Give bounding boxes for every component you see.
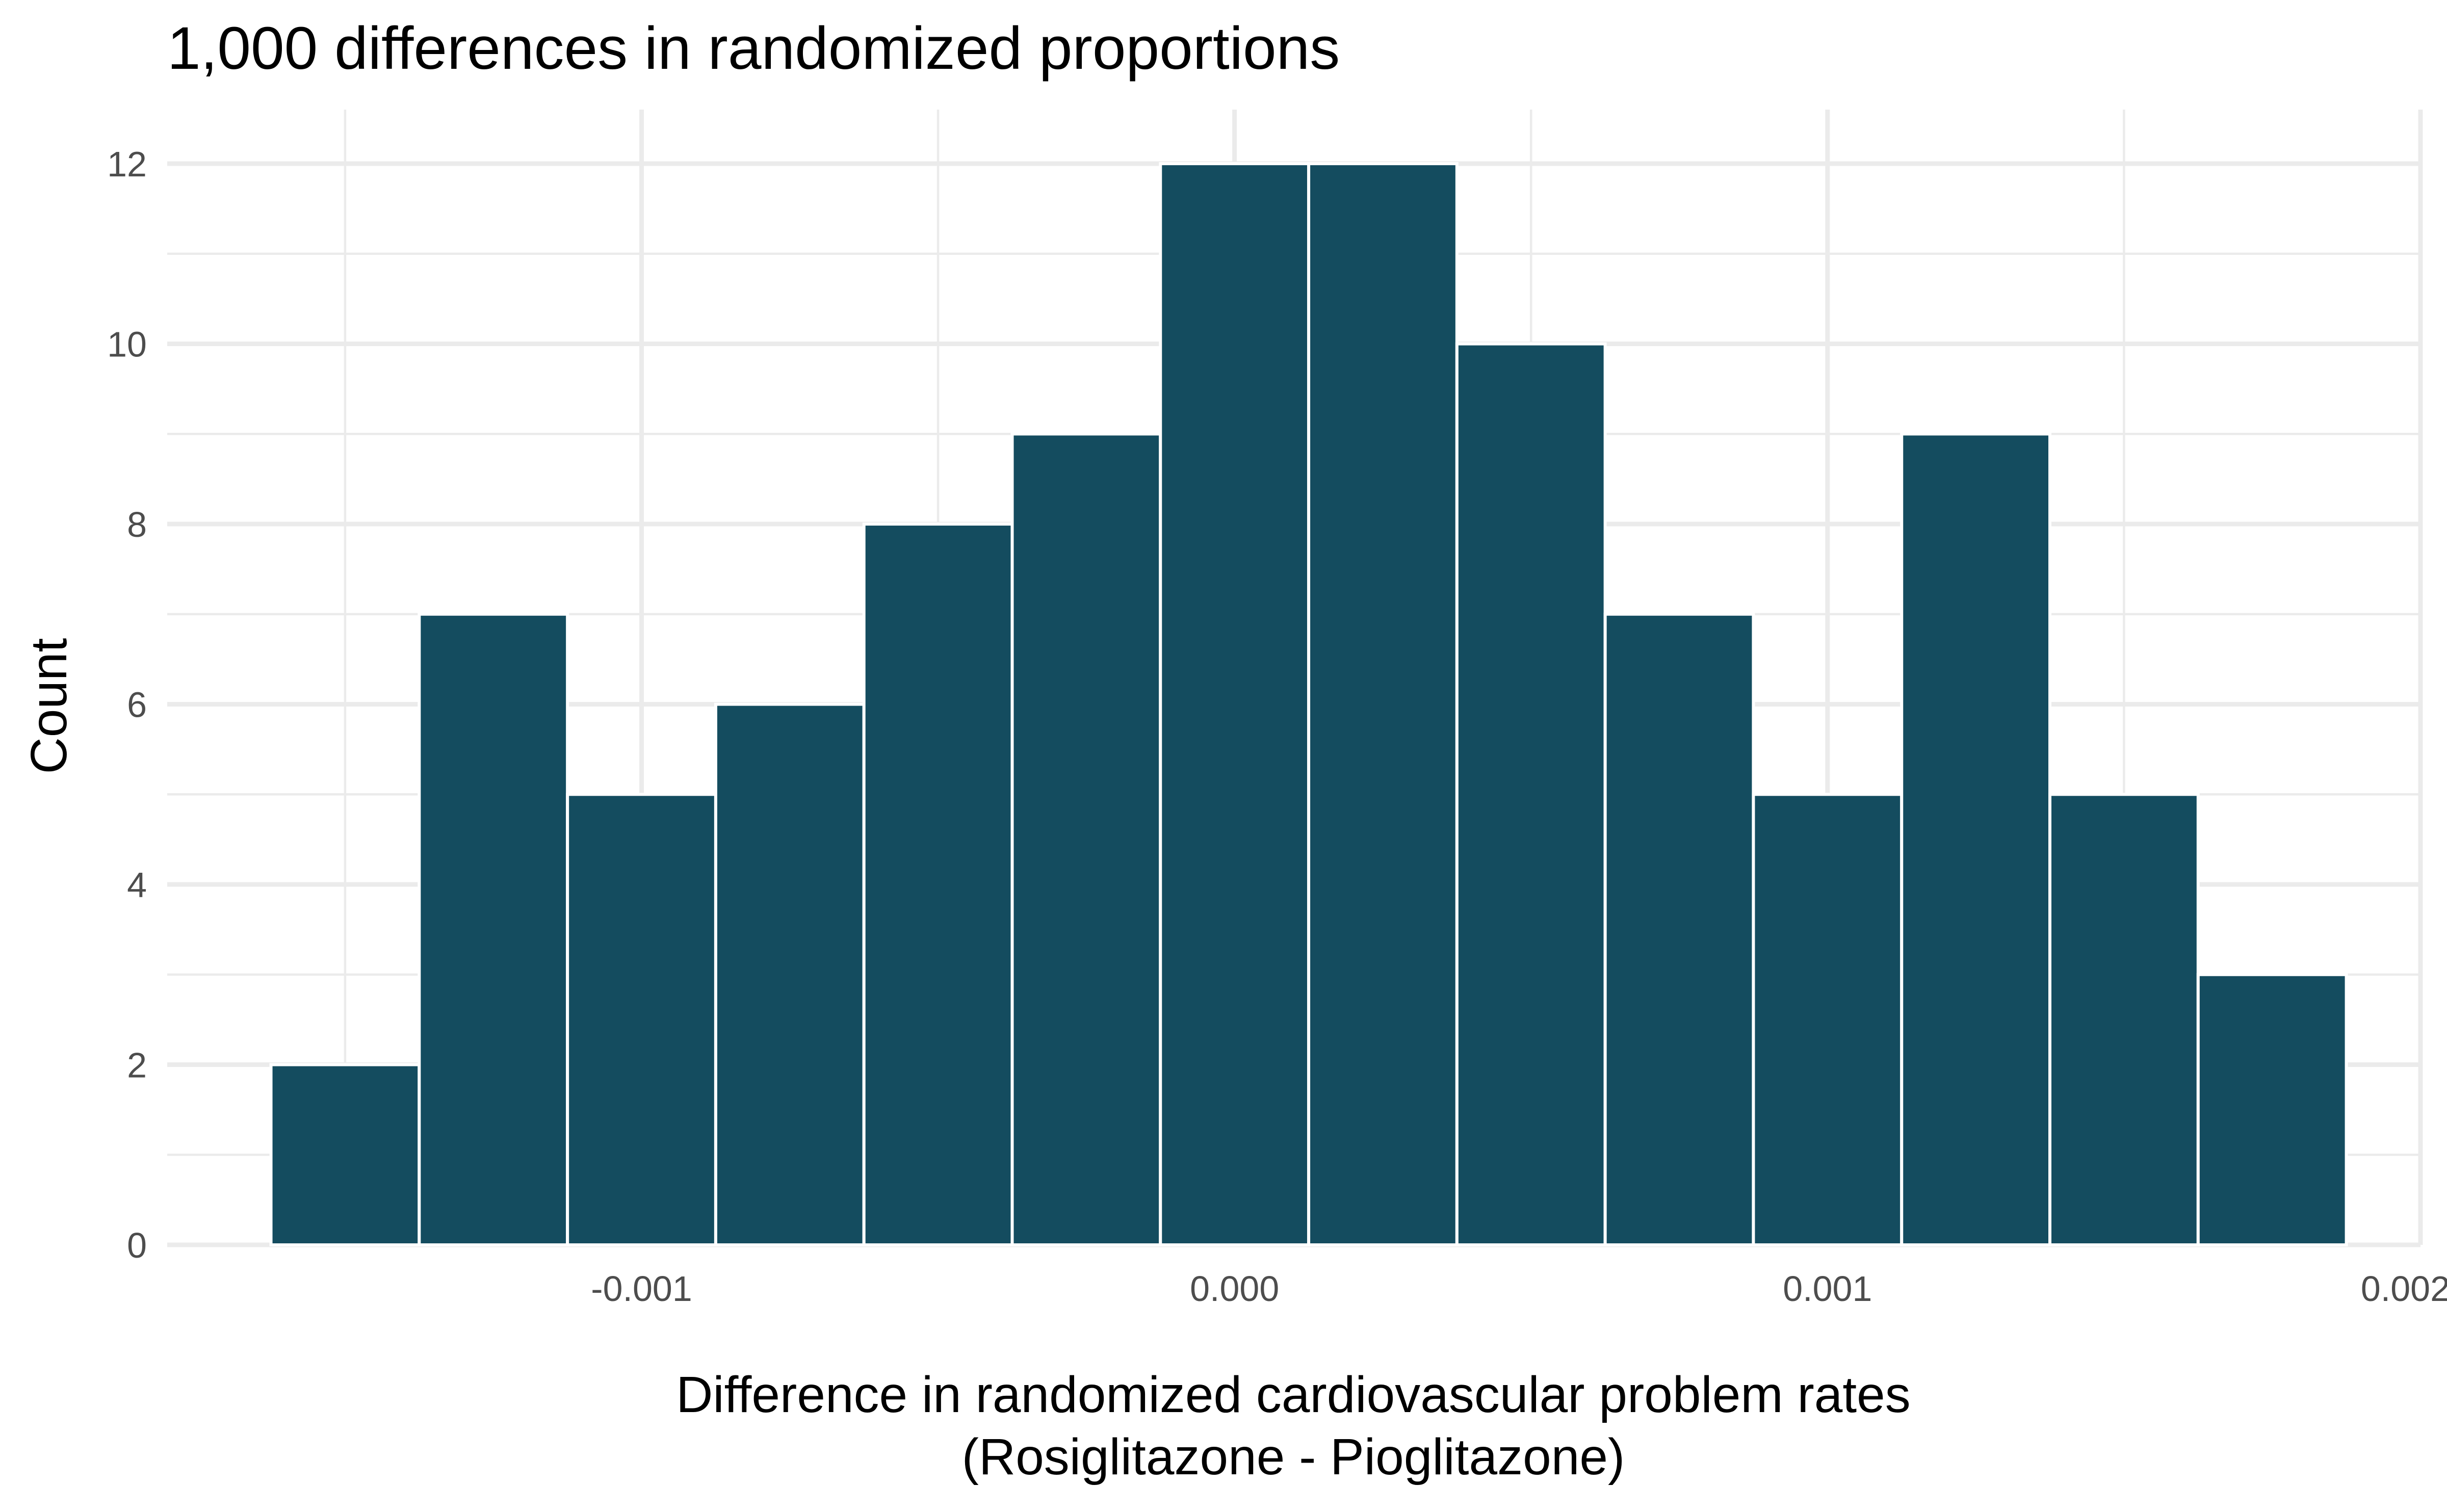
x-tick-label: -0.001 <box>591 1269 692 1309</box>
histogram-bar <box>566 793 717 1247</box>
histogram-bar <box>1455 342 1607 1246</box>
y-tick-label: 12 <box>107 144 147 184</box>
histogram-bar <box>2048 793 2200 1247</box>
histogram-bar <box>714 702 866 1246</box>
y-tick-label: 0 <box>127 1226 147 1265</box>
histogram-bar <box>1010 432 1162 1246</box>
histogram-bar <box>1307 162 1459 1246</box>
histogram-bar <box>2196 973 2348 1247</box>
histogram-bar <box>862 523 1014 1246</box>
y-tick-label: 6 <box>127 685 147 725</box>
y-tick-label: 10 <box>107 325 147 364</box>
y-tick-label: 2 <box>127 1046 147 1085</box>
x-tick-label: 0.001 <box>1783 1269 1872 1309</box>
histogram-bar <box>1752 793 1904 1247</box>
histogram-bars <box>269 162 2348 1247</box>
x-tick-label: 0.000 <box>1190 1269 1279 1309</box>
x-axis-title-line2: (Rosiglitazone - Pioglitazone) <box>962 1428 1625 1485</box>
x-axis-tick-labels: -0.001 0.000 0.001 0.002 <box>591 1269 2447 1309</box>
chart-title: 1,000 differences in randomized proporti… <box>167 15 1340 82</box>
histogram-bar <box>1603 612 1755 1246</box>
x-axis-title-line1: Difference in randomized cardiovascular … <box>676 1366 1911 1423</box>
y-tick-label: 8 <box>127 505 147 544</box>
y-axis-title: Count <box>20 638 77 774</box>
y-axis-tick-labels: 0 2 4 6 8 10 12 <box>107 144 147 1265</box>
histogram-bar <box>418 612 569 1246</box>
x-tick-label: 0.002 <box>2361 1269 2447 1309</box>
y-tick-label: 4 <box>127 865 147 905</box>
histogram-bar <box>269 1063 421 1247</box>
histogram-bar <box>1900 432 2052 1246</box>
histogram-bar <box>1159 162 1311 1246</box>
